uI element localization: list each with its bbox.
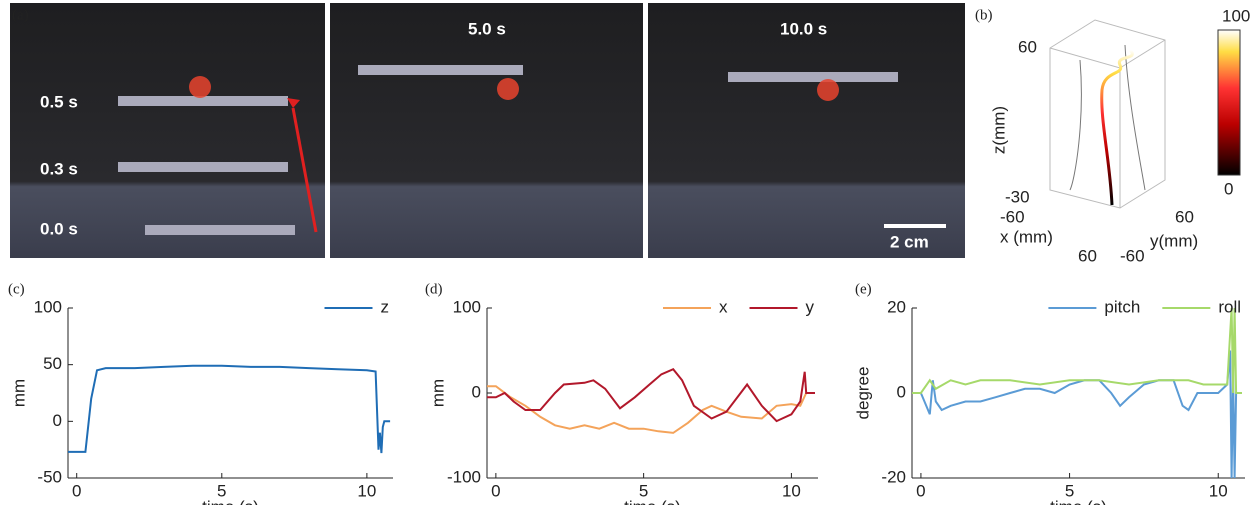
robot [728,72,898,82]
x-label: time (s) [624,497,681,505]
projection [1069,44,1146,191]
colorbar-tick: 0 [1224,179,1233,198]
x-tick-label: 0 [916,481,925,500]
photo [10,3,325,258]
scale-label: 2 cm [890,232,929,251]
x-label: time (s) [1050,497,1107,505]
legend-label: z [381,297,390,316]
y-label: y(mm) [1150,231,1198,250]
robot [358,65,523,75]
y-tick-label: 50 [43,354,62,373]
x-label: time (s) [202,497,259,505]
time-label: 0.0 s [40,219,78,238]
marker [189,76,211,98]
time-label: 5.0 s [468,19,506,38]
legend-label: roll [1218,297,1241,316]
x-tick: -60 [1000,207,1025,226]
photo [648,3,965,258]
x-label: x (mm) [1000,227,1053,246]
robot [118,96,288,106]
arrow [291,107,318,233]
robot [118,162,288,172]
time-label: 10.0 s [780,19,827,38]
photo-panel: 0.5 s 0.3 s 0.0 s 5.0 s 10.0 s 2 cm [10,3,965,258]
x-tick-label: 0 [491,481,500,500]
x-tick-label: 10 [782,481,801,500]
colorbar [1217,29,1241,176]
x-tick-label: 5 [217,481,226,500]
x-tick-label: 5 [639,481,648,500]
line [487,385,815,434]
x-tick: 60 [1078,246,1097,265]
x-tick-label: 10 [357,481,376,500]
line [487,367,815,423]
z-tick: -30 [1005,187,1030,206]
y-tick-label: 0 [53,411,62,430]
z-label: z(mm) [989,106,1008,154]
y-label: degree [853,367,872,420]
line [912,350,1242,479]
colorbar-tick: 100 [1222,6,1250,25]
line [912,307,1242,394]
trajectory [1100,48,1134,206]
time-label: 0.3 s [40,159,78,178]
photo [330,3,643,258]
y-label: mm [428,379,447,407]
box-3d [1049,19,1166,209]
robot [145,225,295,235]
x-tick-label: 10 [1209,481,1228,500]
plot-3d [1049,19,1241,209]
y-tick-label: 100 [453,297,481,316]
z-tick: 60 [1018,37,1037,56]
y-tick: 60 [1175,207,1194,226]
marker [497,78,519,100]
marker [817,79,839,101]
legend-label: pitch [1104,297,1140,316]
y-tick-label: -20 [881,467,906,486]
arrow-head [287,98,300,108]
panel-label: (d) [425,281,443,297]
y-tick-label: -100 [447,467,481,486]
y-tick-label: 0 [897,382,906,401]
panel-label: (e) [855,281,872,297]
y-tick-label: 100 [34,297,62,316]
y-tick-label: 20 [887,297,906,316]
y-label: mm [9,379,28,407]
y-tick: -60 [1120,246,1145,265]
panel-label: (c) [8,281,25,297]
y-tick-label: 0 [472,382,481,401]
legend-label: y [806,297,815,316]
x-tick-label: 5 [1065,481,1074,500]
x-tick-label: 0 [72,481,81,500]
y-tick-label: -50 [37,467,62,486]
legend-label: x [719,297,728,316]
line [68,364,391,454]
panel-label: (b) [975,7,993,23]
panel-label: (a) [12,7,29,23]
time-label: 0.5 s [40,92,78,111]
